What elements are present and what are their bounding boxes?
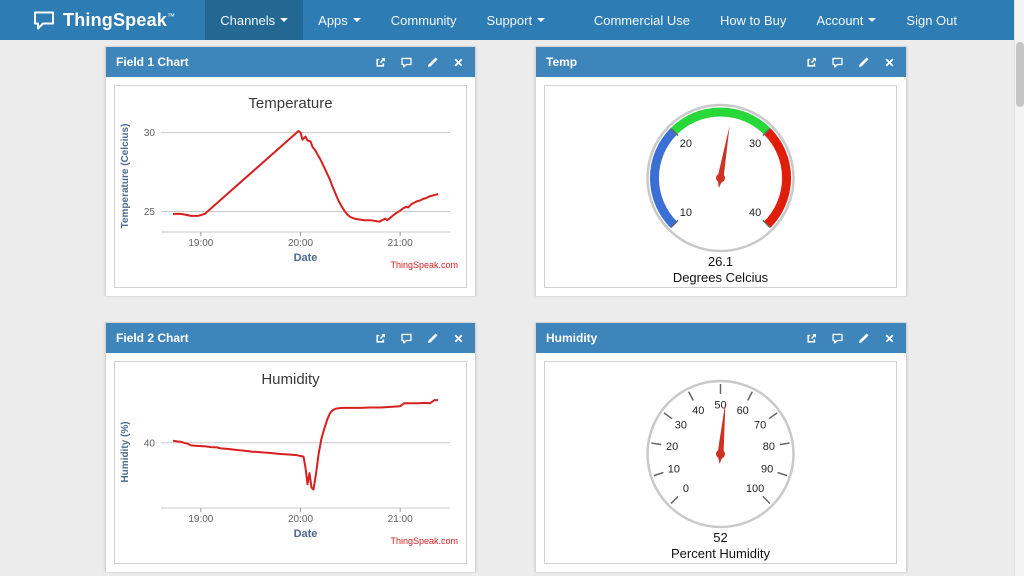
svg-text:25: 25 xyxy=(144,207,156,218)
panel-header: Humidity xyxy=(536,323,906,353)
panel-body: 40 19:00 20:00 21:00 Humidity Humidity (%) Dat… xyxy=(106,353,475,572)
svg-text:ThingSpeak.com: ThingSpeak.com xyxy=(390,260,458,270)
svg-text:Humidity (%): Humidity (%) xyxy=(120,421,131,482)
svg-text:Date: Date xyxy=(294,528,318,540)
svg-text:Date: Date xyxy=(294,252,318,264)
panel-title: Field 2 Chart xyxy=(116,331,189,345)
panel-title: Temp xyxy=(546,55,578,69)
svg-text:30: 30 xyxy=(144,128,156,139)
svg-text:80: 80 xyxy=(763,441,775,453)
nav-right: Commercial Use How to Buy Account Sign O… xyxy=(579,0,1024,40)
close-icon[interactable] xyxy=(452,332,465,345)
trademark-symbol: ™ xyxy=(167,11,176,21)
scrollbar[interactable] xyxy=(1014,0,1024,576)
panel-temp-gauge: Temp 10 20 30 40 26.1 Degrees Celcius xyxy=(535,46,907,296)
chart-container: 40 19:00 20:00 21:00 Humidity Humidity (%) Dat… xyxy=(114,361,467,564)
nav-item-how-to-buy[interactable]: How to Buy xyxy=(719,12,787,28)
edit-pencil-icon[interactable] xyxy=(857,332,870,345)
panel-body: 0 10 20 30 40 50 60 70 80 90 100 52 Percent Humidity xyxy=(536,353,906,572)
caret-down-icon xyxy=(352,18,361,22)
svg-text:Temperature (Celcius): Temperature (Celcius) xyxy=(120,124,131,229)
caret-down-icon xyxy=(280,18,289,22)
external-link-icon[interactable] xyxy=(374,332,387,345)
edit-pencil-icon[interactable] xyxy=(426,332,439,345)
svg-text:40: 40 xyxy=(692,405,704,417)
nav-item-community[interactable]: Community xyxy=(390,12,457,28)
svg-text:70: 70 xyxy=(754,420,766,432)
nav-item-account[interactable]: Account xyxy=(801,0,891,40)
comment-icon[interactable] xyxy=(831,56,844,69)
svg-text:30: 30 xyxy=(749,138,761,150)
chart-container: 25 30 19:00 20:00 21:00 Temperature Temperatur… xyxy=(114,85,467,288)
edit-pencil-icon[interactable] xyxy=(857,56,870,69)
external-link-icon[interactable] xyxy=(805,56,818,69)
caret-down-icon xyxy=(537,18,546,22)
gauge-container: 0 10 20 30 40 50 60 70 80 90 100 52 Percent Humidity xyxy=(544,361,897,564)
comment-icon[interactable] xyxy=(400,56,413,69)
svg-text:Temperature: Temperature xyxy=(248,95,332,112)
panel-header: Field 2 Chart xyxy=(106,323,475,353)
temperature-line-chart: 25 30 19:00 20:00 21:00 Temperature Temperatur… xyxy=(120,95,458,270)
svg-text:20:00: 20:00 xyxy=(288,238,313,249)
svg-text:20:00: 20:00 xyxy=(288,514,313,525)
dashboard-content: Field 1 Chart 25 30 19:00 20:00 21:00 Tempera… xyxy=(0,40,1024,576)
svg-text:0: 0 xyxy=(683,483,689,495)
gauge-container: 10 20 30 40 26.1 Degrees Celcius xyxy=(544,85,897,288)
humidity-line-chart: 40 19:00 20:00 21:00 Humidity Humidity (%) Dat… xyxy=(120,371,458,546)
comment-icon[interactable] xyxy=(831,332,844,345)
svg-text:20: 20 xyxy=(666,441,678,453)
scrollbar-thumb[interactable] xyxy=(1015,42,1024,107)
edit-pencil-icon[interactable] xyxy=(426,56,439,69)
svg-text:Humidity: Humidity xyxy=(261,371,320,388)
svg-text:19:00: 19:00 xyxy=(188,514,213,525)
panel-header: Field 1 Chart xyxy=(106,47,475,77)
svg-text:21:00: 21:00 xyxy=(388,238,413,249)
svg-text:10: 10 xyxy=(668,464,680,476)
svg-text:21:00: 21:00 xyxy=(388,514,413,525)
svg-text:52: 52 xyxy=(713,530,727,545)
panel-humidity-gauge: Humidity 0 10 20 30 40 50 60 70 80 90 100 52 Percent… xyxy=(535,322,907,572)
svg-text:26.1: 26.1 xyxy=(708,254,733,269)
close-icon[interactable] xyxy=(883,332,896,345)
nav-item-commercial-use[interactable]: Commercial Use xyxy=(593,12,690,28)
svg-text:40: 40 xyxy=(144,438,156,449)
panel-body: 25 30 19:00 20:00 21:00 Temperature Temperatur… xyxy=(106,77,475,296)
brand-name: ThingSpeak™ xyxy=(63,9,176,30)
panel-body: 10 20 30 40 26.1 Degrees Celcius xyxy=(536,77,906,296)
panel-grid: Field 1 Chart 25 30 19:00 20:00 21:00 Tempera… xyxy=(105,46,1024,572)
svg-text:ThingSpeak.com: ThingSpeak.com xyxy=(390,536,458,546)
nav-item-channels[interactable]: Channels xyxy=(205,0,304,40)
nav-item-apps[interactable]: Apps xyxy=(303,0,376,40)
external-link-icon[interactable] xyxy=(805,332,818,345)
nav-item-sign-out[interactable]: Sign Out xyxy=(906,12,957,28)
comment-icon[interactable] xyxy=(400,332,413,345)
panel-title: Field 1 Chart xyxy=(116,55,189,69)
close-icon[interactable] xyxy=(452,56,465,69)
panel-field2-chart: Field 2 Chart 40 19:00 20:00 21:00 Humidity H… xyxy=(105,322,476,572)
top-navbar: ThingSpeak™ Channels Apps Community Supp… xyxy=(0,0,1024,40)
nav-left: Channels Apps Community Support xyxy=(205,0,560,40)
external-link-icon[interactable] xyxy=(374,56,387,69)
brand-logo[interactable]: ThingSpeak™ xyxy=(33,0,175,40)
panel-header: Temp xyxy=(536,47,906,77)
nav-item-support[interactable]: Support xyxy=(472,0,561,40)
svg-text:90: 90 xyxy=(761,464,773,476)
close-icon[interactable] xyxy=(883,56,896,69)
svg-text:50: 50 xyxy=(714,400,726,412)
svg-text:100: 100 xyxy=(746,483,764,495)
svg-text:10: 10 xyxy=(680,207,692,219)
svg-text:40: 40 xyxy=(749,207,761,219)
panel-field1-chart: Field 1 Chart 25 30 19:00 20:00 21:00 Tempera… xyxy=(105,46,476,296)
svg-text:Degrees Celcius: Degrees Celcius xyxy=(673,270,769,285)
svg-text:19:00: 19:00 xyxy=(188,238,213,249)
caret-down-icon xyxy=(868,18,877,22)
panel-title: Humidity xyxy=(546,331,598,345)
svg-text:20: 20 xyxy=(680,138,692,150)
svg-text:Percent Humidity: Percent Humidity xyxy=(671,546,770,561)
svg-text:60: 60 xyxy=(737,405,749,417)
speech-bubble-logo-icon xyxy=(34,11,54,30)
svg-text:30: 30 xyxy=(675,420,687,432)
